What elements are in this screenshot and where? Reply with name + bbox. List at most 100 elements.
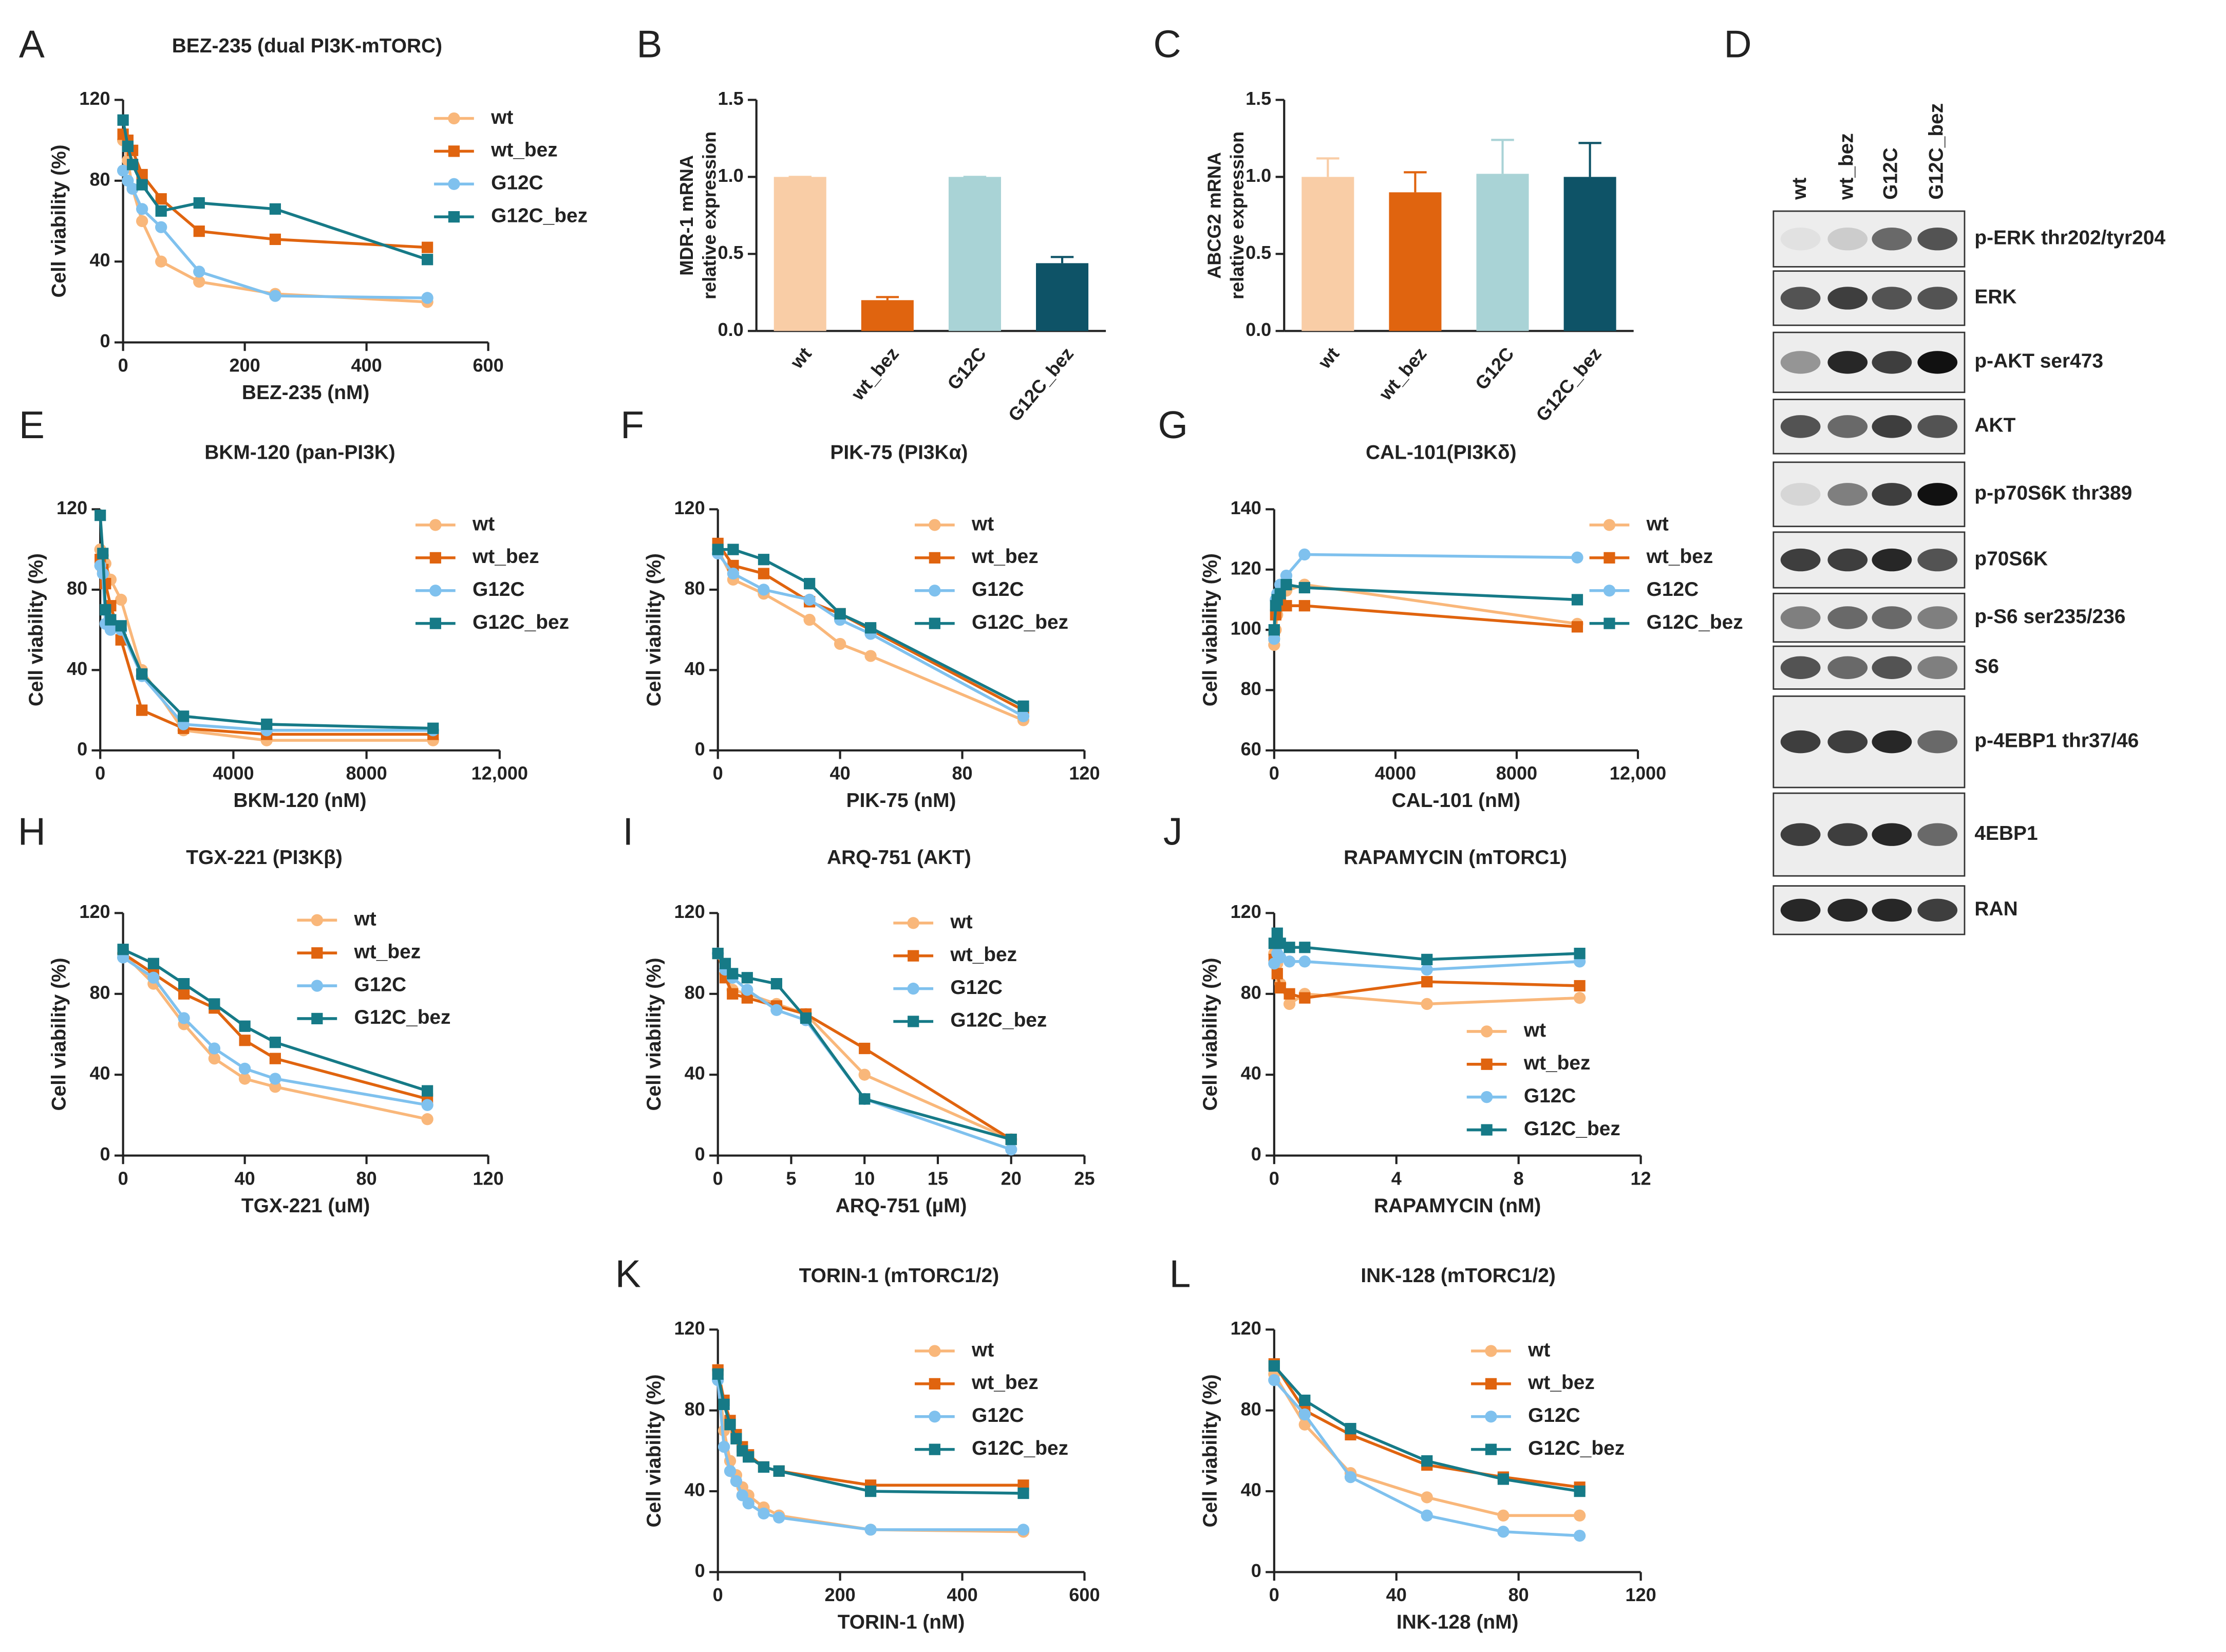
y-axis-label: Cell viability (%) (1199, 553, 1221, 706)
panel: K TORIN-1 (mTORC1/2) 0 40 80 120 Cell viabilit… (615, 1252, 1100, 1633)
point (115, 620, 127, 632)
x-axis-label: PIK-75 (nM) (846, 790, 956, 812)
point (126, 182, 139, 195)
legend-marker (448, 112, 460, 125)
point (742, 1497, 754, 1510)
y-axis-label: MDR-1 mRNA (676, 155, 697, 276)
point (155, 193, 167, 205)
y-axis-label: Cell viability (%) (48, 958, 70, 1111)
panel-letter: L (1169, 1252, 1191, 1295)
y-axis-label: Cell viability (%) (25, 553, 47, 706)
point (1298, 1408, 1311, 1421)
point (804, 578, 816, 590)
point (1268, 1374, 1280, 1386)
point (859, 1093, 871, 1105)
legend-label: G12C_bez (972, 611, 1068, 633)
panel-letter: A (19, 22, 45, 65)
y-axis-label: Cell viability (%) (643, 1374, 665, 1527)
point (95, 510, 106, 521)
y-tick-label: 80 (685, 577, 705, 598)
point (238, 1062, 251, 1075)
x-axis-label: TGX-221 (uM) (241, 1195, 370, 1217)
point (719, 958, 731, 969)
legend-marker (1481, 1124, 1493, 1136)
legend-marker (448, 145, 460, 157)
point (1274, 588, 1286, 599)
point (758, 1507, 770, 1520)
blot-band (1872, 415, 1912, 438)
point (122, 140, 134, 153)
point (758, 1461, 770, 1473)
point (864, 1485, 877, 1497)
lane-label: wt (1788, 178, 1810, 200)
point (1298, 548, 1311, 561)
point (770, 978, 783, 990)
y-tick-label: 80 (685, 1398, 705, 1419)
point (427, 722, 439, 734)
legend-label: wt (971, 513, 994, 535)
x-axis-label: ARQ-751 (µM) (836, 1195, 967, 1217)
point (803, 613, 816, 626)
y-tick-label: 0.0 (1246, 319, 1271, 340)
x-tick-label: 120 (1069, 763, 1100, 784)
y-tick-label: 0 (695, 1143, 705, 1165)
legend-label: G12C_bez (950, 1009, 1047, 1031)
point (155, 221, 167, 233)
y-tick-label: 80 (67, 577, 87, 598)
lane-label: wt_bez (1836, 133, 1858, 200)
point (193, 266, 205, 278)
legend-marker (908, 1016, 919, 1027)
y-axis-label: Cell viability (%) (643, 553, 665, 706)
x-tick-label: 8 (1514, 1168, 1524, 1189)
y-tick-label: 60 (1241, 738, 1261, 759)
x-axis-label: CAL-101 (nM) (1392, 790, 1521, 812)
chart-title: TGX-221 (PI3Kβ) (186, 847, 343, 869)
y-tick-label: 140 (1231, 497, 1261, 518)
blot-band (1917, 351, 1958, 374)
blot-band (1780, 287, 1821, 310)
point (743, 1451, 754, 1463)
x-tick-label: 0 (118, 1168, 128, 1189)
panel-letter: J (1163, 810, 1182, 853)
legend-marker (448, 211, 460, 223)
point (1421, 998, 1433, 1010)
blot-band (1917, 898, 1958, 922)
y-tick-label: 1.5 (1246, 88, 1271, 109)
legend-label: wt (354, 908, 376, 930)
point (178, 988, 190, 1000)
point (269, 290, 281, 302)
y-tick-label: 80 (1241, 1398, 1261, 1419)
point (1280, 600, 1292, 612)
point (758, 554, 770, 566)
point (1280, 579, 1292, 591)
legend-marker (907, 917, 919, 929)
x-tick-label: 0 (1269, 763, 1279, 784)
point (1299, 1394, 1311, 1406)
point (1421, 1491, 1433, 1504)
point (858, 1068, 871, 1081)
y-tick-label: 40 (89, 250, 110, 271)
point (770, 1004, 783, 1016)
point (1284, 942, 1295, 953)
legend-label: wt_bez (971, 546, 1039, 568)
chart-title: INK-128 (mTORC1/2) (1361, 1265, 1556, 1287)
legend-label: G12C (972, 578, 1024, 600)
chart-title: PIK-75 (PI3Kα) (830, 441, 968, 463)
x-tick-label: 4000 (1375, 763, 1416, 784)
point (117, 944, 129, 955)
point (239, 1035, 251, 1046)
point (1571, 621, 1583, 633)
chart-title: RAPAMYCIN (mTORC1) (1344, 847, 1567, 869)
blot: Dwt wt_bez G12C G12C_bez p-ERK thr202/tyr204… (1724, 22, 2165, 935)
point (1299, 942, 1311, 953)
blot-band (1917, 548, 1958, 572)
legend-marker (429, 519, 442, 531)
point (1574, 1485, 1586, 1497)
blot-band (1827, 415, 1868, 438)
legend-label: wt_bez (1527, 1372, 1595, 1394)
panel-letter: E (19, 403, 45, 446)
point (136, 215, 148, 228)
point (1571, 594, 1583, 606)
legend-label: wt_bez (950, 944, 1017, 966)
